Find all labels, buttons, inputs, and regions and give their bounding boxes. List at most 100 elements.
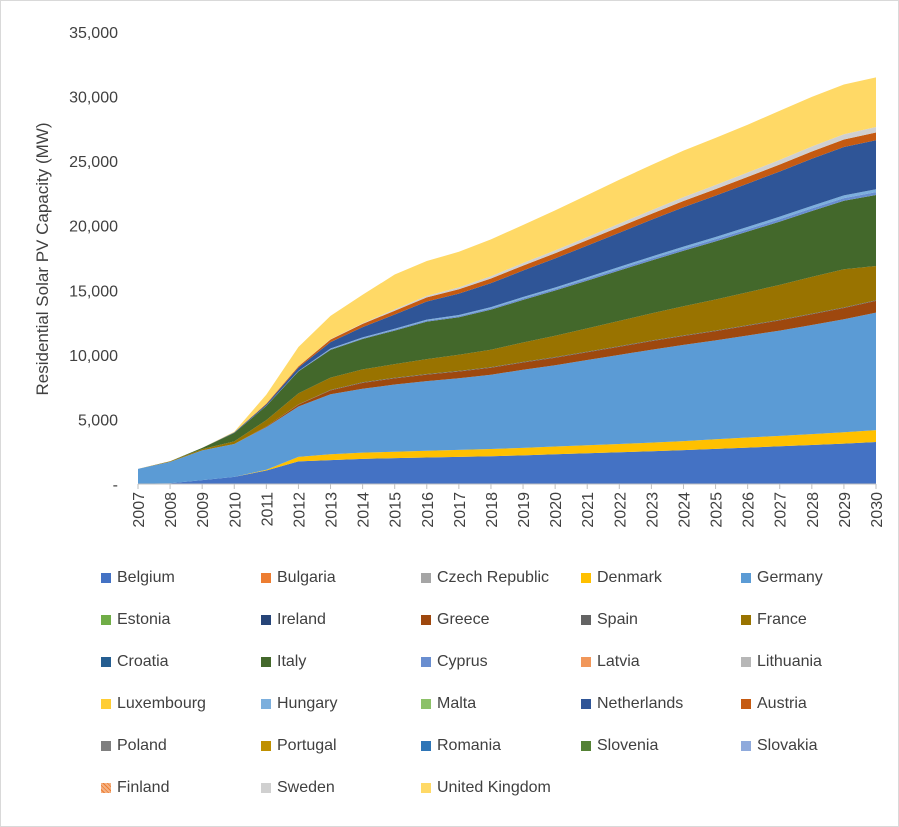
legend-label: Denmark bbox=[597, 569, 662, 586]
x-tick-label: 2009 bbox=[195, 492, 212, 528]
legend-item-hungary: Hungary bbox=[261, 694, 337, 714]
legend-swatch bbox=[421, 783, 431, 793]
legend-swatch bbox=[741, 657, 751, 667]
legend-item-spain: Spain bbox=[581, 610, 638, 630]
legend-item-slovakia: Slovakia bbox=[741, 736, 817, 756]
x-tick-label: 2015 bbox=[388, 492, 405, 528]
legend-item-czech-republic: Czech Republic bbox=[421, 568, 549, 588]
legend-swatch bbox=[261, 657, 271, 667]
y-tick-label: 25,000 bbox=[69, 154, 118, 171]
area-denmark bbox=[138, 430, 876, 484]
x-tick-label: 2019 bbox=[516, 492, 533, 528]
y-tick-label: 10,000 bbox=[69, 348, 118, 365]
legend-item-latvia: Latvia bbox=[581, 652, 640, 672]
legend-swatch bbox=[261, 615, 271, 625]
area-netherlands bbox=[138, 140, 876, 469]
legend-swatch bbox=[261, 741, 271, 751]
legend-label: Croatia bbox=[117, 653, 169, 670]
legend-item-denmark: Denmark bbox=[581, 568, 662, 588]
x-tick-label: 2014 bbox=[356, 492, 373, 528]
legend-item-estonia: Estonia bbox=[101, 610, 170, 630]
legend-label: Germany bbox=[757, 569, 823, 586]
legend-swatch bbox=[581, 573, 591, 583]
legend-label: Finland bbox=[117, 779, 170, 796]
legend-label: Estonia bbox=[117, 611, 171, 628]
x-tick-label: 2012 bbox=[291, 492, 308, 528]
legend-item-austria: Austria bbox=[741, 694, 807, 714]
legend-label: Poland bbox=[117, 737, 167, 754]
legend-item-france: France bbox=[741, 610, 807, 630]
legend-swatch bbox=[741, 741, 751, 751]
legend-swatch bbox=[741, 615, 751, 625]
x-tick-label: 2022 bbox=[612, 492, 629, 528]
legend-label: Cyprus bbox=[437, 653, 488, 670]
y-tick-label: 35,000 bbox=[69, 25, 118, 42]
legend-item-luxembourg: Luxembourg bbox=[101, 694, 206, 714]
legend-swatch bbox=[581, 615, 591, 625]
legend-swatch bbox=[421, 615, 431, 625]
area-greece bbox=[138, 300, 876, 469]
legend-item-bulgaria: Bulgaria bbox=[261, 568, 336, 588]
legend-swatch bbox=[421, 657, 431, 667]
legend-item-slovenia: Slovenia bbox=[581, 736, 658, 756]
legend-swatch bbox=[421, 699, 431, 709]
x-tick-label: 2010 bbox=[227, 492, 244, 528]
area-belgium bbox=[138, 442, 876, 484]
x-tick-label: 2024 bbox=[676, 492, 693, 528]
x-tick-label: 2023 bbox=[644, 492, 661, 528]
x-tick-label: 2017 bbox=[452, 492, 469, 528]
legend-label: Czech Republic bbox=[437, 569, 550, 586]
axes-layer: - 5,000 10,000 15,000 20,000 25,000 30,000 35,0… bbox=[69, 25, 886, 528]
legend-label: Romania bbox=[437, 737, 502, 754]
area-italy bbox=[138, 194, 876, 469]
y-axis-title: Residential Solar PV Capacity (MW) bbox=[33, 122, 52, 395]
x-tick-label: 2027 bbox=[773, 492, 790, 528]
legend-item-sweden: Sweden bbox=[261, 778, 335, 798]
legend-label: Slovenia bbox=[597, 737, 659, 754]
legend-label: Malta bbox=[437, 695, 477, 712]
legend-label: Sweden bbox=[277, 779, 335, 796]
x-tick-label: 2025 bbox=[709, 492, 726, 528]
x-tick-label: 2021 bbox=[580, 492, 597, 528]
x-tick-label: 2030 bbox=[869, 492, 886, 528]
legend-item-ireland: Ireland bbox=[261, 610, 326, 630]
legend-label: Italy bbox=[277, 653, 307, 670]
legend-swatch bbox=[581, 699, 591, 709]
legend-swatch bbox=[101, 615, 111, 625]
legend-item-portugal: Portugal bbox=[261, 736, 337, 756]
legend-item-poland: Poland bbox=[101, 736, 167, 756]
legend-label: Greece bbox=[437, 611, 490, 628]
legend-swatch bbox=[101, 699, 111, 709]
legend-item-malta: Malta bbox=[421, 694, 476, 714]
area-france bbox=[138, 266, 876, 469]
legend-label: Luxembourg bbox=[117, 695, 206, 712]
legend-swatch bbox=[581, 657, 591, 667]
legend-item-italy: Italy bbox=[261, 652, 306, 672]
legend-item-cyprus: Cyprus bbox=[421, 652, 488, 672]
legend-swatch bbox=[581, 741, 591, 751]
legend-item-finland: Finland bbox=[101, 778, 169, 798]
y-tick-label: 5,000 bbox=[78, 412, 118, 429]
x-tick-label: 2007 bbox=[131, 492, 148, 528]
legend-swatch bbox=[741, 573, 751, 583]
legend-swatch bbox=[741, 699, 751, 709]
legend-item-netherlands: Netherlands bbox=[581, 694, 683, 714]
y-tick-label: 30,000 bbox=[69, 90, 118, 107]
legend-swatch bbox=[261, 699, 271, 709]
x-tick-label: 2026 bbox=[741, 492, 758, 528]
legend-item-greece: Greece bbox=[421, 610, 489, 630]
legend-swatch bbox=[101, 657, 111, 667]
legend-label: Austria bbox=[757, 695, 807, 712]
x-tick-label: 2013 bbox=[324, 492, 341, 528]
area-germany bbox=[138, 312, 876, 484]
legend-item-lithuania: Lithuania bbox=[741, 652, 822, 672]
legend-label: France bbox=[757, 611, 807, 628]
legend-swatch bbox=[101, 573, 111, 583]
x-tick-label: 2028 bbox=[805, 492, 822, 528]
legend-item-romania: Romania bbox=[421, 736, 501, 756]
legend-label: Ireland bbox=[277, 611, 326, 628]
legend-label: Belgium bbox=[117, 569, 175, 586]
legend-label: Lithuania bbox=[757, 653, 822, 670]
